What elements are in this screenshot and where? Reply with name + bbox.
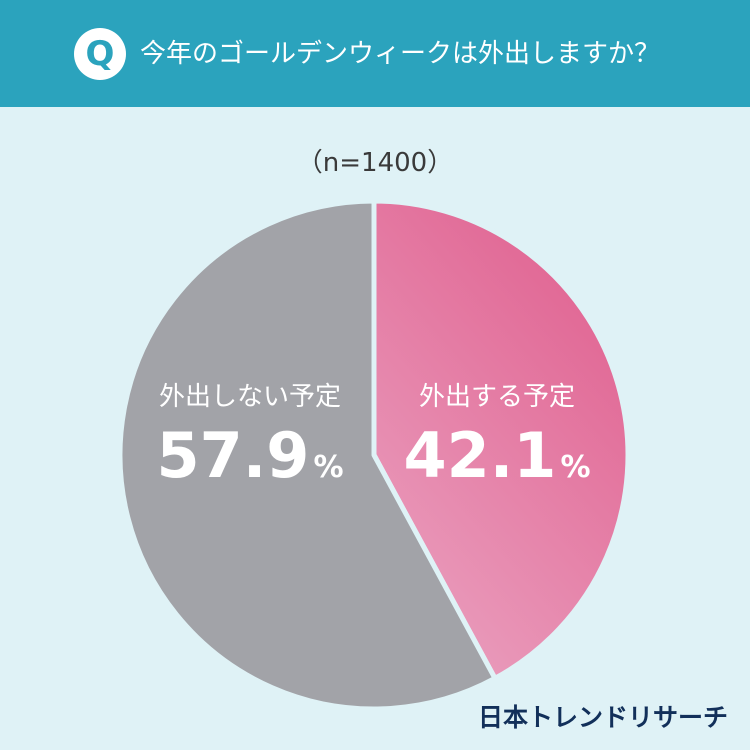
- brand-logo: 日本トレンドリサーチ: [477, 703, 728, 732]
- question-text: 今年のゴールデンウィークは外出しますか？: [140, 39, 661, 69]
- slice-value: 57.9%: [156, 419, 343, 492]
- slice-label: 外出しない予定: [159, 382, 341, 412]
- sample-size-label: （n=1400）: [296, 148, 454, 178]
- pie-slice-stay-home: [117, 198, 498, 712]
- pie-slice-go-out: [371, 198, 631, 681]
- question-badge: Q: [74, 28, 126, 80]
- slice-label: 外出する予定: [419, 382, 575, 412]
- question-header: Q 今年のゴールデンウィークは外出しますか？: [0, 0, 750, 107]
- slice-value: 42.1%: [403, 419, 590, 492]
